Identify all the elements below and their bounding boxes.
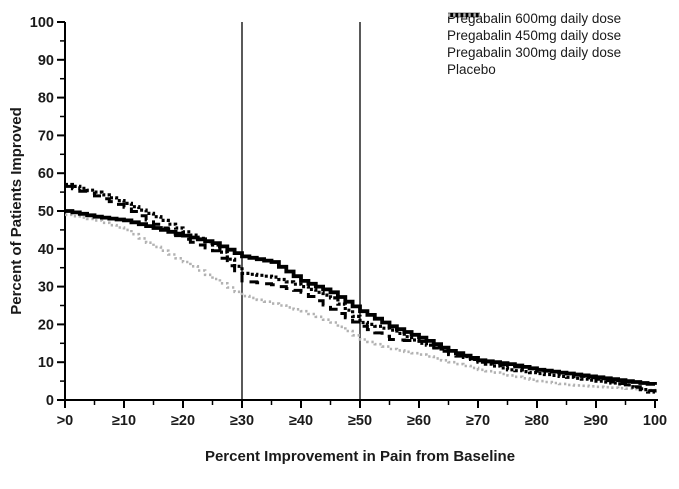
y-axis-title: Percent of Patients Improved [8, 107, 25, 315]
x-tick-label: ≥30 [230, 413, 254, 429]
y-tick-label: 60 [38, 166, 54, 182]
x-tick-label: ≥40 [289, 413, 313, 429]
axes: 0 10 20 30 40 50 60 70 80 90 100 >0 ≥10 ≥20 ≥30 ≥40 ≥50 ≥… [30, 15, 667, 429]
x-tick-label: 100 [643, 413, 667, 429]
y-tick-label: 30 [38, 280, 54, 296]
series-line-pregabalin-600mg-daily-dose [65, 209, 657, 386]
y-tick-label: 80 [38, 91, 54, 107]
x-tick-label: ≥20 [171, 413, 195, 429]
legend-label: Pregabalin 300mg daily dose [447, 45, 622, 60]
x-tick-label: ≥70 [466, 413, 490, 429]
line-sample-gray-dotted-icon [448, 13, 480, 17]
legend-label: Placebo [447, 62, 496, 77]
x-tick-label: >0 [57, 413, 74, 429]
reference-lines [241, 22, 361, 400]
series-line-pregabalin-450mg-daily-dose [65, 182, 657, 395]
x-tick-label: ≥90 [584, 413, 608, 429]
legend-item-450mg: Pregabalin 450mg daily dose [447, 13, 622, 44]
x-tick-label: ≥80 [525, 413, 549, 429]
y-tick-label: 100 [30, 15, 54, 31]
legend-item-300mg: Pregabalin 300mg daily dose [447, 13, 622, 61]
x-tick-label: ≥10 [112, 413, 136, 429]
legend-label: Pregabalin 450mg daily dose [447, 28, 622, 43]
y-tick-label: 10 [38, 355, 54, 371]
y-tick-label: 40 [38, 242, 54, 258]
series-line-placebo [65, 213, 657, 392]
y-tick-label: 0 [46, 393, 54, 409]
x-tick-label: ≥60 [407, 413, 431, 429]
legend-item-placebo: Placebo [447, 13, 621, 78]
y-tick-label: 50 [38, 204, 54, 220]
legend-label: Pregabalin 600mg daily dose [447, 11, 622, 26]
data-curves [65, 182, 657, 395]
x-tick-label: ≥50 [348, 413, 372, 429]
x-axis-title: Percent Improvement in Pain from Baselin… [205, 448, 515, 465]
y-tick-label: 70 [38, 128, 54, 144]
legend: Pregabalin 600mg daily dose Pregabalin 4… [447, 10, 621, 78]
y-tick-label: 20 [38, 317, 54, 333]
y-tick-label: 90 [38, 53, 54, 69]
